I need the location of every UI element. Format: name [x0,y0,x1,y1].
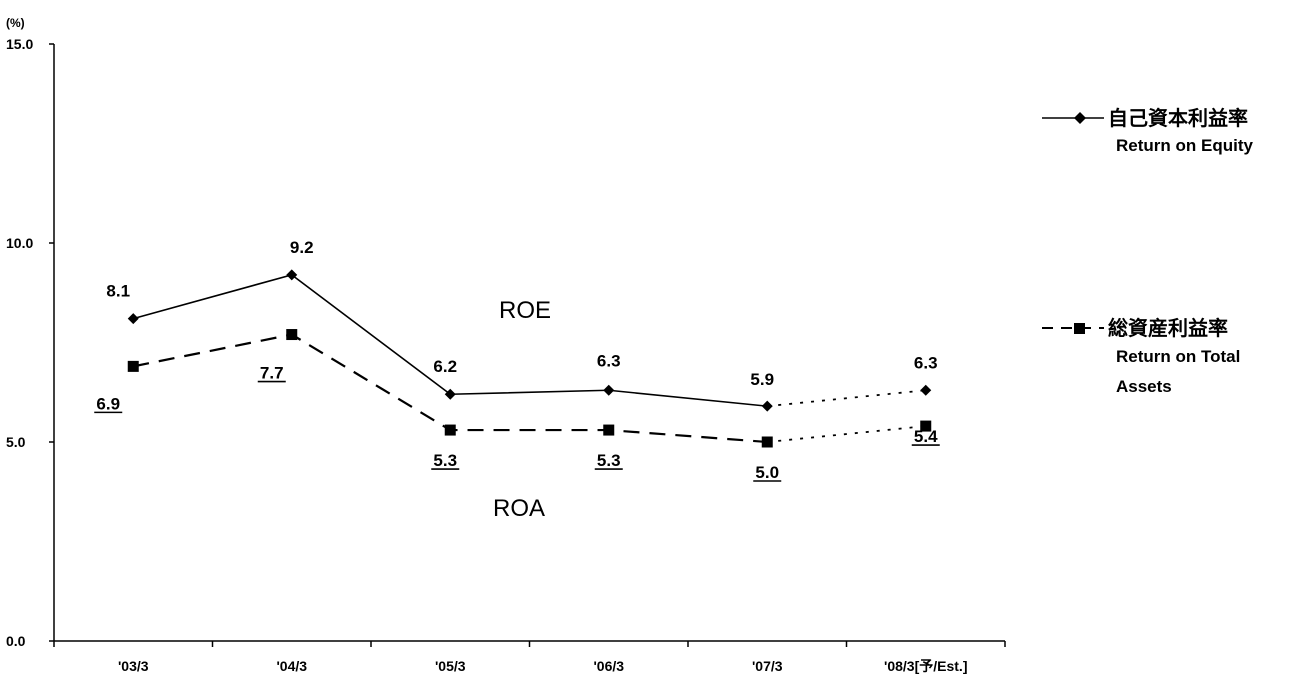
y-tick-label: 10.0 [6,235,33,251]
roe-point [761,400,773,412]
x-tick-label: '05/3 [435,658,466,674]
legend-roa-sub1: Return on Total [1116,347,1240,366]
x-tick-label: '08/3[予/Est.] [884,658,967,674]
legend-roe-marker [1074,112,1086,124]
roa-data-label: 6.9 [96,394,120,413]
roa-point [761,436,773,448]
roe-data-label: 6.2 [433,357,457,376]
legend-item-roa: 総資産利益率 Return on Total Assets [1042,316,1240,396]
roe-point [127,313,139,325]
roe-point [444,388,456,400]
roe-point [286,269,298,281]
x-tick-label: '06/3 [593,658,624,674]
roa-tag: ROA [493,495,545,522]
x-tick-label: '04/3 [276,658,307,674]
y-tick-label: 15.0 [6,36,33,52]
roa-point [603,424,615,436]
x-tick-label: '03/3 [118,658,149,674]
roe-data-label: 5.9 [750,370,774,389]
legend-roe-sub: Return on Equity [1116,136,1253,155]
roa-point [127,360,139,372]
series-line-roe [133,273,768,407]
y-tick-label: 5.0 [6,434,26,450]
unit-label: (%) [6,16,25,30]
roe-point [603,384,615,396]
roa-point [920,420,932,432]
roa-data-label: 5.3 [433,451,457,470]
legend-item-roe: 自己資本利益率 Return on Equity [1042,106,1253,155]
roa-point [286,329,298,341]
roe-data-label: 6.3 [914,353,938,372]
legend: 自己資本利益率 Return on Equity 総資産利益率 Return o… [1042,106,1253,396]
roe-data-label: 9.2 [290,238,314,257]
legend-roa-title: 総資産利益率 [1108,316,1228,340]
roe-data-label: 8.1 [106,282,130,301]
legend-roe-title: 自己資本利益率 [1108,106,1248,130]
series-line-roa-estimate [767,425,926,443]
roe-tag: ROE [499,297,551,324]
series-line-roe-estimate [767,389,926,408]
roe-point [920,384,932,396]
legend-roa-marker [1074,323,1085,334]
roa-point [444,424,456,436]
series-markers [127,269,932,448]
roa-data-label: 7.7 [260,364,284,383]
x-tick-label: '07/3 [752,658,783,674]
data-labels: 8.1 9.2 6.2 6.3 5.9 6.3 6.9 7.7 5.3 5.3 5.0 5.4 [94,238,940,482]
chart-axes: 0.0 5.0 10.0 15.0 '03/3 '04/3 '05/3 '06/3 '07/3 '… [6,36,1006,674]
roe-data-label: 6.3 [597,351,621,370]
y-tick-label: 0.0 [6,633,26,649]
roa-data-label: 5.0 [755,463,779,482]
roa-data-label: 5.4 [914,427,938,446]
roa-data-label: 5.3 [597,451,621,470]
legend-roa-sub2: Assets [1116,377,1172,396]
